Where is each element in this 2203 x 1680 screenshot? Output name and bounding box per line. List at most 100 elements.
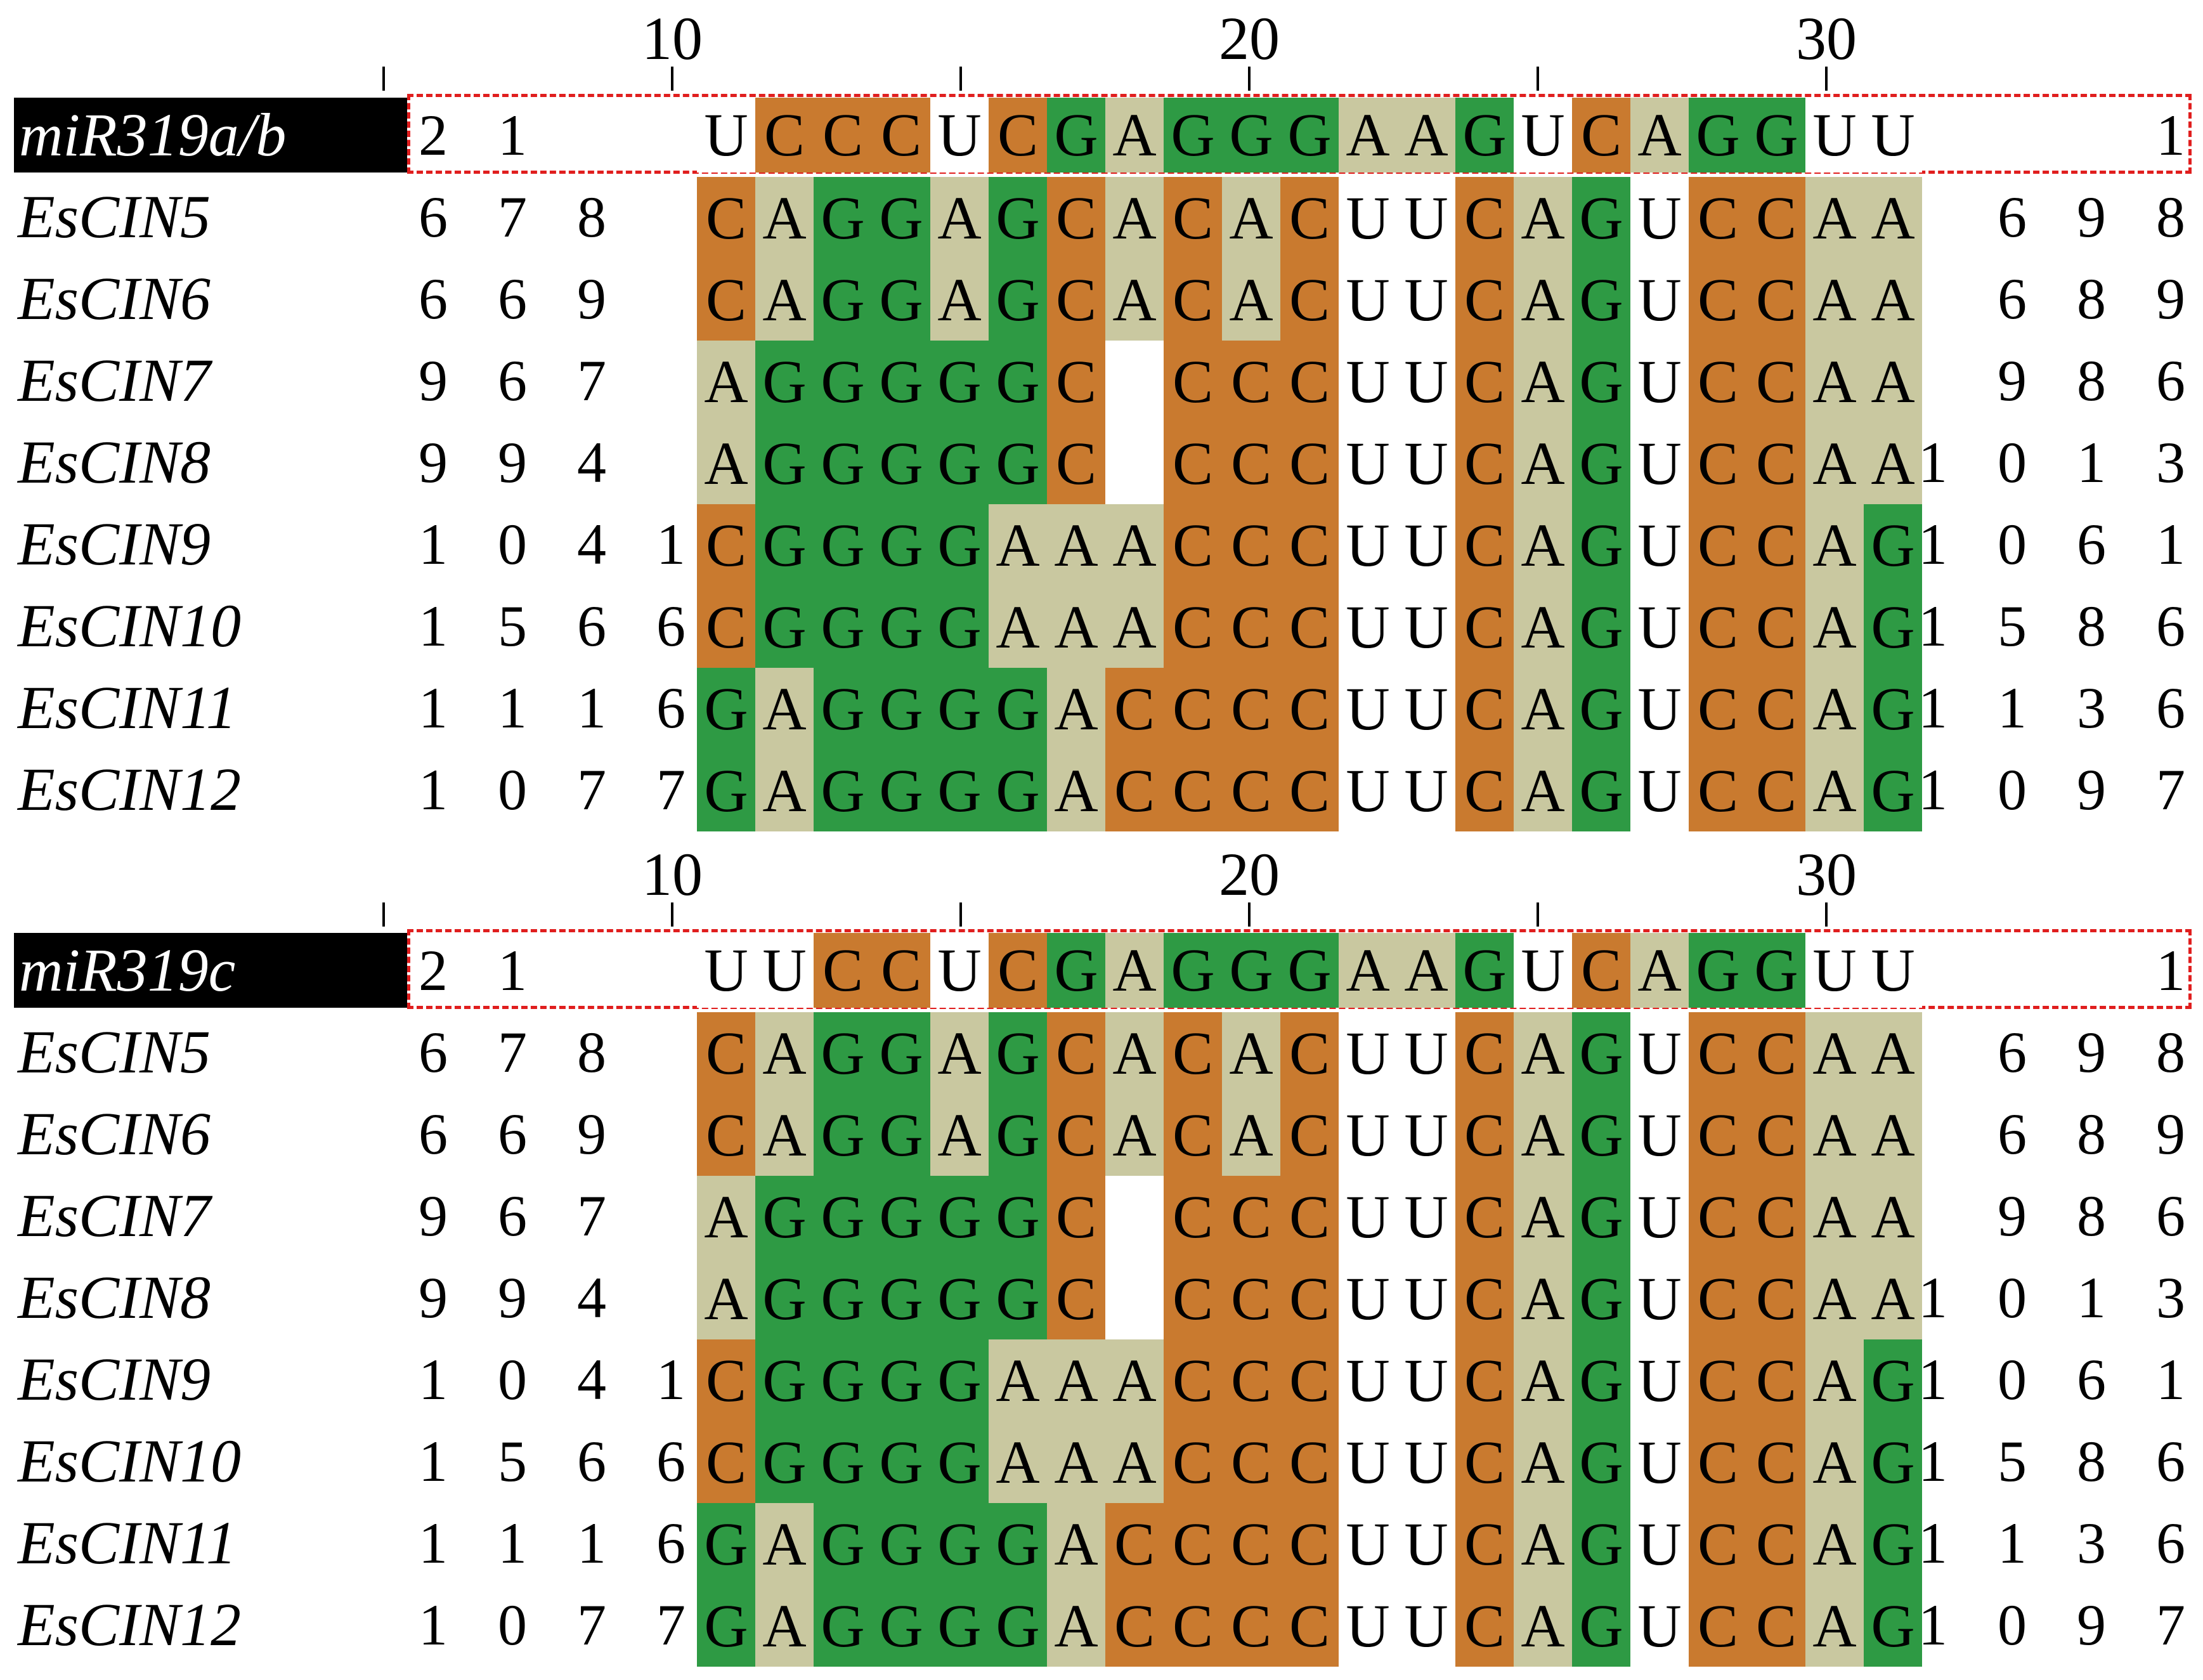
- nucleotide-U: U: [1339, 1094, 1397, 1176]
- nucleotide-G: G: [1455, 933, 1514, 1008]
- nucleotide-U: U: [1339, 1176, 1397, 1258]
- end-position: 6 9 8: [1998, 185, 2203, 249]
- nucleotide-A: A: [1222, 1012, 1280, 1094]
- nucleotide-G: G: [872, 1339, 930, 1421]
- nucleotide-A: A: [1864, 341, 1922, 422]
- nucleotide-A: A: [1047, 1585, 1105, 1667]
- nucleotide-G: G: [872, 750, 930, 831]
- nucleotide-G: G: [989, 177, 1047, 259]
- nucleotide-C: C: [1747, 1421, 1805, 1503]
- nucleotide-G: G: [1689, 933, 1747, 1008]
- nucleotide-U: U: [1397, 1585, 1455, 1667]
- nucleotide-C: C: [1455, 1258, 1514, 1339]
- nucleotide-A: A: [1514, 504, 1572, 586]
- mirna-name: miR319a/b: [14, 98, 407, 173]
- nucleotide-C: C: [1222, 586, 1280, 668]
- nucleotide-A: A: [930, 177, 989, 259]
- ruler-tick: [1537, 67, 1539, 91]
- nucleotide-U: U: [1397, 422, 1455, 504]
- nucleotide-C: C: [989, 98, 1047, 173]
- nucleotide-C: C: [1222, 1258, 1280, 1339]
- nucleotide-G: G: [1864, 1503, 1922, 1585]
- nucleotide-U: U: [755, 933, 814, 1008]
- nucleotide-G: G: [814, 1012, 872, 1094]
- nucleotide-G: G: [872, 1585, 930, 1667]
- nucleotide-A: A: [1805, 259, 1864, 341]
- nucleotide-C: C: [1105, 750, 1164, 831]
- nucleotide-U: U: [1339, 177, 1397, 259]
- nucleotide-U: U: [930, 98, 989, 173]
- ruler-label: 20: [1219, 4, 1280, 72]
- nucleotide-C: C: [1689, 341, 1747, 422]
- nucleotide-U: U: [1339, 1585, 1397, 1667]
- nucleotide-C: C: [1689, 1258, 1747, 1339]
- nucleotide-G: G: [930, 1585, 989, 1667]
- nucleotide-G: G: [755, 1176, 814, 1258]
- nucleotide-C: C: [1222, 1503, 1280, 1585]
- nucleotide-G: G: [755, 1258, 814, 1339]
- nucleotide-G: G: [989, 1094, 1047, 1176]
- nucleotide-G: G: [989, 422, 1047, 504]
- nucleotide-A: A: [1864, 177, 1922, 259]
- nucleotide-A: A: [1105, 504, 1164, 586]
- nucleotide-G: G: [872, 1176, 930, 1258]
- nucleotide-C: C: [1689, 1585, 1747, 1667]
- nucleotide-U: U: [930, 933, 989, 1008]
- start-position: 1 0 4 1: [419, 1347, 703, 1412]
- nucleotide-C: C: [872, 933, 930, 1008]
- end-position: 1 0 9 7: [1918, 757, 2203, 822]
- nucleotide-C: C: [1222, 668, 1280, 750]
- nucleotide-A: A: [1397, 98, 1455, 173]
- nucleotide-U: U: [1339, 1339, 1397, 1421]
- nucleotide-C: C: [697, 177, 755, 259]
- nucleotide-C: C: [1164, 1585, 1222, 1667]
- nucleotide-C: C: [697, 1339, 755, 1421]
- nucleotide-C: C: [755, 98, 814, 173]
- nucleotide-U: U: [1339, 504, 1397, 586]
- start-position: 1 5 6 6: [419, 1429, 703, 1494]
- target-name: EsCIN5: [18, 1018, 211, 1086]
- nucleotide-C: C: [1689, 1012, 1747, 1094]
- ruler-label: 20: [1219, 840, 1280, 908]
- nucleotide-G: G: [1222, 98, 1280, 173]
- nucleotide-A: A: [1630, 98, 1689, 173]
- nucleotide-A: A: [1805, 1258, 1864, 1339]
- nucleotide-C: C: [697, 1094, 755, 1176]
- end-position: 1 1 3 6: [1918, 675, 2203, 740]
- nucleotide-A: A: [1105, 1094, 1164, 1176]
- nucleotide-C: C: [1689, 1339, 1747, 1421]
- nucleotide-C: C: [814, 98, 872, 173]
- nucleotide-U: U: [1630, 422, 1689, 504]
- ruler-label: 30: [1796, 4, 1857, 72]
- alignment-gap: [1105, 341, 1164, 422]
- nucleotide-G: G: [755, 341, 814, 422]
- target-name: EsCIN11: [18, 674, 237, 741]
- nucleotide-A: A: [930, 1094, 989, 1176]
- start-position: 6 7 8: [419, 1020, 624, 1084]
- nucleotide-C: C: [1689, 1503, 1747, 1585]
- target-name: EsCIN12: [18, 755, 242, 823]
- ruler-baseline: [660, 915, 2150, 918]
- nucleotide-G: G: [930, 1339, 989, 1421]
- nucleotide-C: C: [1747, 177, 1805, 259]
- nucleotide-C: C: [1747, 422, 1805, 504]
- nucleotide-G: G: [989, 1258, 1047, 1339]
- nucleotide-U: U: [1397, 1176, 1455, 1258]
- nucleotide-C: C: [1689, 259, 1747, 341]
- nucleotide-C: C: [1747, 1094, 1805, 1176]
- alignment-gap: [1105, 1258, 1164, 1339]
- ruler-label: 30: [1796, 840, 1857, 908]
- nucleotide-G: G: [1864, 504, 1922, 586]
- nucleotide-G: G: [1047, 98, 1105, 173]
- nucleotide-A: A: [1514, 259, 1572, 341]
- nucleotide-A: A: [697, 1258, 755, 1339]
- target-name: EsCIN10: [18, 1427, 242, 1495]
- nucleotide-A: A: [1805, 586, 1864, 668]
- nucleotide-G: G: [930, 341, 989, 422]
- nucleotide-A: A: [1514, 1258, 1572, 1339]
- nucleotide-U: U: [1630, 1012, 1689, 1094]
- nucleotide-C: C: [1455, 1012, 1514, 1094]
- nucleotide-G: G: [930, 750, 989, 831]
- nucleotide-U: U: [697, 98, 755, 173]
- nucleotide-A: A: [755, 668, 814, 750]
